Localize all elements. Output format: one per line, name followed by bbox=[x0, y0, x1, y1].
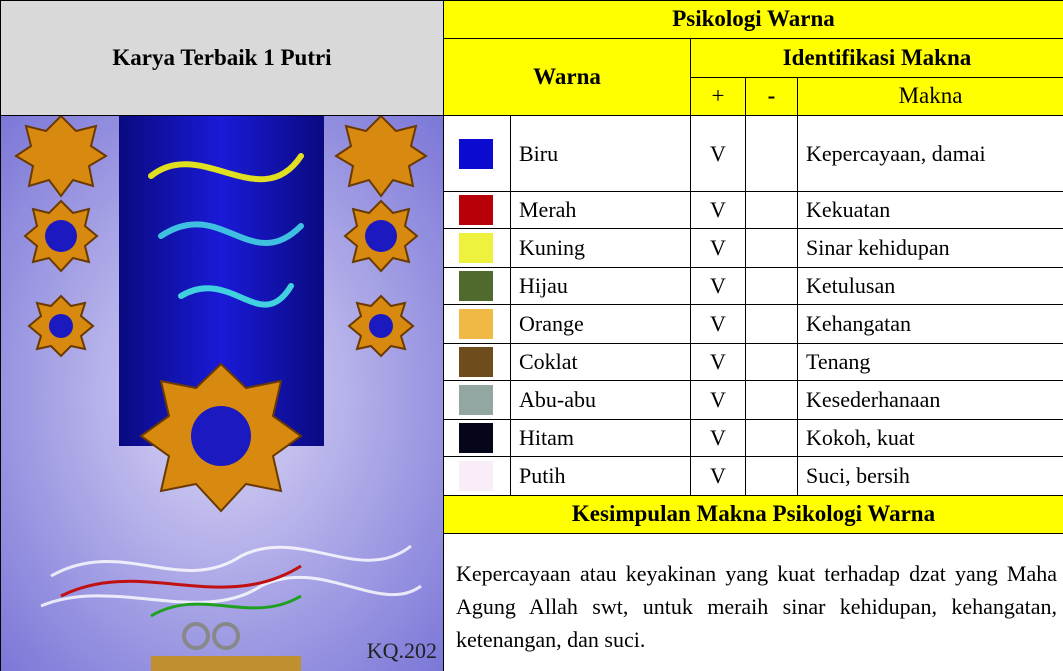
meaning: Kesederhanaan bbox=[797, 380, 1063, 420]
conclusion-title: Kesimpulan Makna Psikologi Warna bbox=[443, 494, 1063, 535]
color-swatch bbox=[443, 228, 511, 268]
color-swatch bbox=[443, 115, 511, 192]
swatch-box bbox=[459, 461, 493, 492]
color-swatch bbox=[443, 342, 511, 382]
artwork: KQ.202 bbox=[0, 115, 444, 671]
meaning: Kokoh, kuat bbox=[797, 418, 1063, 458]
plus-mark: V bbox=[690, 456, 746, 496]
color-name: Kuning bbox=[510, 228, 691, 268]
color-swatch bbox=[443, 304, 511, 344]
minus-mark bbox=[745, 342, 798, 382]
minus-header: - bbox=[745, 77, 798, 116]
minus-mark bbox=[745, 304, 798, 344]
color-swatch bbox=[443, 380, 511, 420]
meaning: Kepercayaan, damai bbox=[797, 115, 1063, 192]
minus-mark bbox=[745, 190, 798, 230]
meaning: Kekuatan bbox=[797, 190, 1063, 230]
minus-mark bbox=[745, 115, 798, 192]
color-swatch bbox=[443, 456, 511, 496]
color-header: Warna bbox=[443, 38, 691, 116]
plus-mark: V bbox=[690, 380, 746, 420]
left-title: Karya Terbaik 1 Putri bbox=[0, 0, 444, 116]
artwork-image: KQ.202 bbox=[1, 116, 443, 671]
color-name: Putih bbox=[510, 456, 691, 496]
plus-mark: V bbox=[690, 266, 746, 306]
swatch-box bbox=[459, 138, 493, 169]
color-name: Biru bbox=[510, 115, 691, 192]
plus-mark: V bbox=[690, 418, 746, 458]
plus-header: + bbox=[690, 77, 746, 116]
minus-mark bbox=[745, 456, 798, 496]
image-caption: KQ.202 bbox=[367, 638, 437, 663]
swatch-box bbox=[459, 423, 493, 454]
swatch-box bbox=[459, 347, 493, 378]
plus-mark: V bbox=[690, 228, 746, 268]
minus-mark bbox=[745, 228, 798, 268]
meaning: Suci, bersih bbox=[797, 456, 1063, 496]
conclusion-text: Kepercayaan atau keyakinan yang kuat ter… bbox=[443, 533, 1063, 671]
plus-mark: V bbox=[690, 190, 746, 230]
swatch-box bbox=[459, 271, 493, 302]
plus-mark: V bbox=[690, 115, 746, 192]
minus-mark bbox=[745, 380, 798, 420]
color-swatch bbox=[443, 190, 511, 230]
color-name: Merah bbox=[510, 190, 691, 230]
color-name: Orange bbox=[510, 304, 691, 344]
plus-mark: V bbox=[690, 342, 746, 382]
minus-mark bbox=[745, 266, 798, 306]
color-name: Hijau bbox=[510, 266, 691, 306]
color-name: Coklat bbox=[510, 342, 691, 382]
meaning-header: Identifikasi Makna bbox=[690, 38, 1063, 78]
minus-mark bbox=[745, 418, 798, 458]
plus-mark: V bbox=[690, 304, 746, 344]
color-swatch bbox=[443, 418, 511, 458]
swatch-box bbox=[459, 385, 493, 416]
color-name: Hitam bbox=[510, 418, 691, 458]
color-name: Abu-abu bbox=[510, 380, 691, 420]
makna-header: Makna bbox=[797, 77, 1063, 116]
meaning: Kehangatan bbox=[797, 304, 1063, 344]
meaning: Ketulusan bbox=[797, 266, 1063, 306]
color-swatch bbox=[443, 266, 511, 306]
swatch-box bbox=[459, 309, 493, 340]
swatch-box bbox=[459, 195, 493, 226]
meaning: Sinar kehidupan bbox=[797, 228, 1063, 268]
meaning: Tenang bbox=[797, 342, 1063, 382]
table-title: Psikologi Warna bbox=[443, 0, 1063, 39]
swatch-box bbox=[459, 233, 493, 264]
